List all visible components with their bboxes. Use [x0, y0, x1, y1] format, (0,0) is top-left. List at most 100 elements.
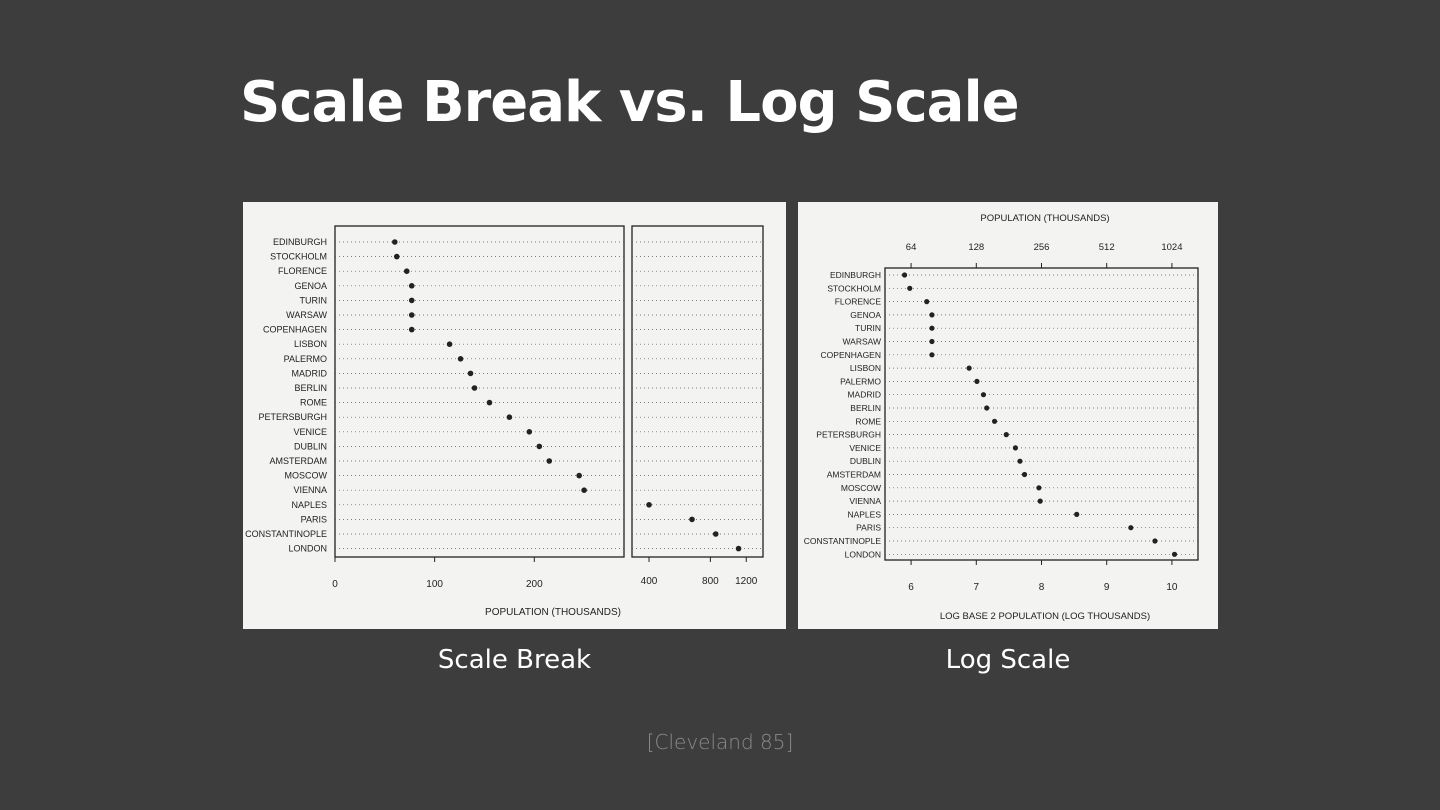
tick-label: 0 — [332, 579, 338, 590]
dot-amsterdam — [546, 458, 553, 464]
row-label-constantinople: CONSTANTINOPLE — [804, 536, 882, 546]
dot-paris — [1128, 525, 1134, 531]
row-label-berlin: BERLIN — [294, 383, 327, 393]
scale-break-figure: EDINBURGH STOCKHOLM FLORENCE GENOA TURIN WARS… — [243, 202, 786, 629]
dot-london — [735, 545, 742, 552]
row-label-rome: ROME — [856, 416, 882, 426]
row-label-lisbon: LISBON — [294, 339, 327, 349]
row-label-constantinople: CONSTANTINOPLE — [245, 529, 327, 539]
tick-label: 100 — [426, 579, 443, 590]
row-label-moscow: MOSCOW — [841, 483, 881, 493]
dot-turin — [929, 325, 935, 331]
dot-naples — [1074, 511, 1080, 517]
tick-label: 800 — [702, 576, 719, 587]
row-label-naples: NAPLES — [847, 509, 881, 519]
row-label-edinburgh: EDINBURGH — [273, 237, 327, 247]
row-label-paris: PARIS — [856, 523, 881, 533]
tick-label: 6 — [908, 582, 914, 593]
row-label-florence: FLORENCE — [835, 297, 882, 307]
row-label-lisbon: LISBON — [850, 363, 881, 373]
dot-constantinople — [1152, 538, 1158, 544]
left-panel-frame — [334, 225, 625, 558]
top-axis-title: POPULATION (THOUSANDS) — [980, 213, 1109, 224]
row-label-warsaw: WARSAW — [286, 310, 327, 320]
row-label-moscow: MOSCOW — [285, 471, 328, 481]
row-label-palermo: PALERMO — [284, 354, 327, 364]
caption-log-scale: Log Scale — [945, 645, 1071, 675]
tick-label: 9 — [1104, 582, 1110, 593]
right-panel-frame — [631, 225, 764, 558]
dot-genoa — [408, 283, 415, 289]
dot-copenhagen — [929, 352, 935, 358]
row-label-dublin: DUBLIN — [850, 456, 881, 466]
log-scale-figure: EDINBURGH STOCKHOLM FLORENCE GENOA TURIN WARS… — [798, 202, 1218, 629]
row-label-genoa: GENOA — [850, 310, 881, 320]
dot-stockholm — [393, 253, 400, 260]
dot-naples — [646, 502, 652, 508]
row-label-rome: ROME — [300, 398, 327, 408]
top-tick-label: 512 — [1099, 242, 1115, 253]
row-label-stockholm: STOCKHOLM — [827, 283, 881, 293]
dot-petersburgh — [1003, 432, 1009, 438]
row-label-amsterdam: AMSTERDAM — [269, 456, 327, 466]
top-tick-label: 64 — [906, 242, 917, 253]
row-label-copenhagen: COPENHAGEN — [263, 325, 327, 335]
row-label-vienna: VIENNA — [293, 485, 327, 495]
tick-label: 1200 — [735, 576, 758, 587]
plot-frame — [884, 267, 1199, 561]
log-scale-dot-plot: EDINBURGH STOCKHOLM FLORENCE GENOA TURIN WARS… — [804, 213, 1199, 622]
dot-edinburgh — [901, 272, 908, 278]
row-label-warsaw: WARSAW — [842, 337, 881, 347]
dot-genoa — [929, 312, 935, 318]
scale-break-dot-plot: EDINBURGH STOCKHOLM FLORENCE GENOA TURIN WARS… — [245, 225, 764, 618]
dot-berlin — [984, 405, 990, 411]
dot-venice — [526, 429, 533, 435]
top-tick-label: 256 — [1034, 242, 1050, 253]
row-label-vienna: VIENNA — [849, 496, 881, 506]
dot-warsaw — [408, 312, 415, 318]
dot-berlin — [471, 385, 478, 391]
dot-rome — [991, 418, 998, 424]
row-label-london: LONDON — [845, 549, 881, 559]
dot-constantinople — [712, 531, 719, 537]
dot-vienna — [581, 487, 587, 494]
dot-edinburgh — [391, 239, 398, 245]
dot-lisbon — [446, 341, 453, 347]
dot-venice — [1012, 445, 1019, 451]
x-axis-label: POPULATION (THOUSANDS) — [485, 607, 621, 618]
row-label-venice: VENICE — [849, 443, 881, 453]
row-label-madrid: MADRID — [292, 368, 328, 378]
dot-madrid — [467, 370, 474, 377]
dot-stockholm — [907, 285, 913, 291]
tick-label: 200 — [526, 579, 543, 590]
dot-dublin — [536, 443, 543, 450]
dot-palermo — [974, 378, 980, 384]
dot-amsterdam — [1021, 471, 1028, 478]
slide-title: Scale Break vs. Log Scale — [240, 70, 1020, 135]
row-label-berlin: BERLIN — [850, 403, 881, 413]
tick-label: 400 — [641, 576, 658, 587]
row-label-amsterdam: AMSTERDAM — [827, 470, 881, 480]
x-axis-label: LOG BASE 2 POPULATION (LOG THOUSANDS) — [940, 611, 1150, 622]
dot-vienna — [1037, 498, 1043, 504]
row-label-london: LONDON — [288, 544, 327, 554]
dot-turin — [408, 297, 415, 304]
dot-moscow — [576, 472, 582, 479]
caption-scale-break: Scale Break — [437, 645, 592, 675]
row-label-petersburgh: PETERSBURGH — [816, 430, 881, 440]
dot-moscow — [1036, 485, 1042, 491]
dot-london — [1171, 551, 1178, 557]
row-label-turin: TURIN — [300, 295, 328, 305]
row-label-florence: FLORENCE — [278, 266, 327, 276]
dot-warsaw — [929, 338, 935, 345]
row-label-naples: NAPLES — [291, 500, 327, 510]
row-label-edinburgh: EDINBURGH — [830, 270, 881, 280]
row-label-copenhagen: COPENHAGEN — [821, 350, 881, 360]
dot-rome — [486, 399, 493, 406]
dot-florence — [403, 268, 410, 274]
row-label-petersburgh: PETERSBURGH — [258, 412, 327, 422]
dot-madrid — [980, 392, 987, 398]
dot-copenhagen — [408, 326, 415, 333]
dot-dublin — [1017, 458, 1023, 464]
top-tick-label: 1024 — [1161, 242, 1182, 253]
